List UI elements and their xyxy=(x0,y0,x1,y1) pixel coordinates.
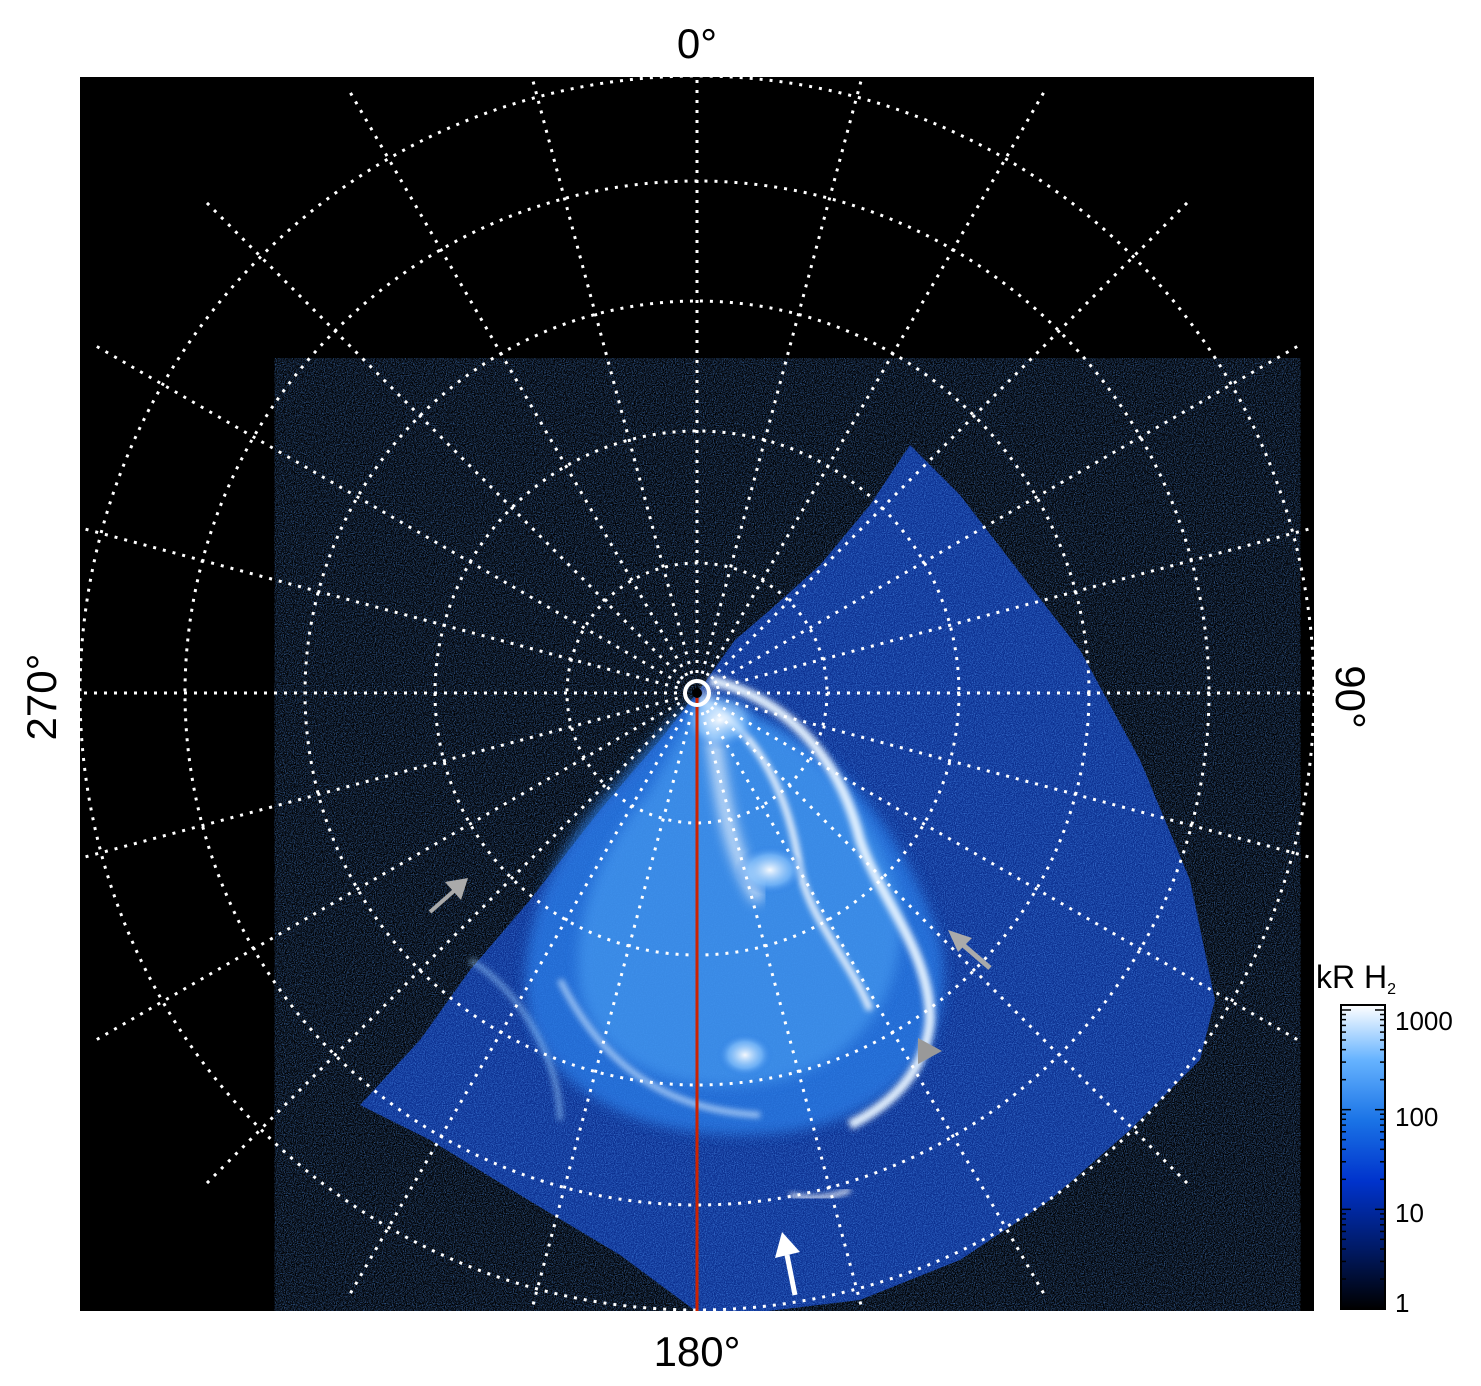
meridian-line xyxy=(200,691,699,1190)
meridian-line xyxy=(695,692,865,1311)
colorbar-tick-100: 100 xyxy=(1395,1102,1438,1132)
polar-grid xyxy=(80,77,1314,1311)
meridian-line xyxy=(695,86,1049,694)
meridian-line xyxy=(696,526,1314,695)
colorbar-gradient xyxy=(1340,1004,1386,1310)
arrowhead-gray-triangle xyxy=(918,1038,942,1064)
meridian-line xyxy=(530,77,699,694)
meridian-line xyxy=(80,691,698,860)
meridian-line xyxy=(345,692,699,1300)
meridian-line xyxy=(529,692,699,1311)
arrow-gray-right xyxy=(948,930,992,970)
aurora-emission xyxy=(360,445,1215,1311)
arrow-white xyxy=(775,1232,800,1296)
colorbar-tick-1000: 1000 xyxy=(1395,1006,1453,1036)
meridian-line xyxy=(695,691,1194,1190)
pole-marker xyxy=(683,679,711,707)
meridian-line xyxy=(695,196,1194,695)
meridian-line xyxy=(90,691,698,1045)
label-270-deg: 270° xyxy=(18,654,65,741)
label-180-deg: 180° xyxy=(654,1328,741,1375)
meridian-line xyxy=(695,692,1049,1300)
colorbar-tick-10: 10 xyxy=(1395,1198,1424,1228)
meridian-line xyxy=(695,77,864,694)
meridian-line xyxy=(80,526,698,695)
meridian-line xyxy=(696,341,1304,695)
colorbar-tick-1: 1 xyxy=(1395,1288,1409,1318)
colorbar-title: kR H2 xyxy=(1316,959,1396,998)
meridian-line xyxy=(696,691,1304,1045)
colorbar: kR H2 1000 100 10 1 xyxy=(1316,959,1453,1318)
meridian-line xyxy=(200,196,699,695)
label-90-deg: 90° xyxy=(1327,665,1374,729)
meridian-line xyxy=(696,691,1314,860)
label-0-deg: 0° xyxy=(677,20,717,67)
arrow-gray-left xyxy=(428,878,468,914)
meridian-line xyxy=(90,341,698,695)
meridian-line xyxy=(345,86,699,694)
